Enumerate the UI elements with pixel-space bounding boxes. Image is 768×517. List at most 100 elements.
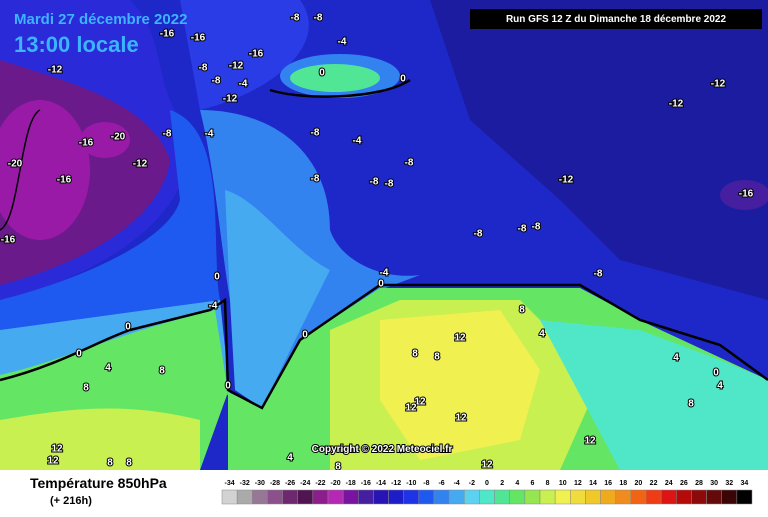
colorbar-tick-label: 14 xyxy=(589,480,597,487)
colorbar-cell xyxy=(660,489,677,505)
contour-label: 0 xyxy=(713,368,719,379)
colorbar-tick-label: 10 xyxy=(559,480,567,487)
colorbar-tick-label: 30 xyxy=(710,480,718,487)
contour-label: 12 xyxy=(455,413,467,424)
colorbar-tick-label: -18 xyxy=(346,480,356,487)
contour-label: 4 xyxy=(287,453,293,464)
colorbar-cell xyxy=(312,489,329,505)
contour-label: -4 xyxy=(338,37,347,48)
contour-label: 4 xyxy=(673,353,679,364)
colorbar-cell xyxy=(252,489,268,505)
contour-label: -4 xyxy=(205,129,214,140)
colorbar-cell xyxy=(585,489,601,505)
contour-label: -8 xyxy=(518,224,527,235)
contour-label: 8 xyxy=(688,399,694,410)
forecast-date: Mardi 27 décembre 2022 xyxy=(14,11,187,28)
contour-label: 12 xyxy=(414,397,426,408)
colorbar-tick-label: -20 xyxy=(331,480,341,487)
contour-label: -16 xyxy=(79,138,94,149)
colorbar-cell xyxy=(570,489,586,505)
colorbar-tick-label: 6 xyxy=(530,480,534,487)
contour-label: 8 xyxy=(126,458,132,469)
contour-label: -8 xyxy=(385,179,394,190)
colorbar-cell xyxy=(297,489,314,505)
colorbar-tick-label: 26 xyxy=(680,480,688,487)
contour-label: -8 xyxy=(311,174,320,185)
contour-label: -8 xyxy=(314,13,323,24)
colorbar-cell xyxy=(600,489,616,505)
contour-label: -12 xyxy=(48,65,63,76)
contour-label: -8 xyxy=(594,269,603,280)
colorbar-cell xyxy=(282,489,298,505)
colorbar-tick-label: -10 xyxy=(406,480,416,487)
colorbar-cell xyxy=(721,489,738,505)
colorbar-tick-label: 4 xyxy=(515,480,519,487)
colorbar-cell xyxy=(403,489,420,505)
colorbar-cell xyxy=(448,489,465,505)
colorbar-tick-label: -32 xyxy=(240,480,250,487)
contour-label: -12 xyxy=(133,159,148,170)
contour-label: -8 xyxy=(532,222,541,233)
map-field xyxy=(0,0,768,470)
contour-label: -12 xyxy=(559,175,574,186)
contour-label: 0 xyxy=(225,381,231,392)
contour-label: 8 xyxy=(335,462,341,473)
colorbar-tick-label: -28 xyxy=(270,480,280,487)
contour-label: -12 xyxy=(669,99,684,110)
contour-label: -12 xyxy=(223,94,238,105)
contour-label: 4 xyxy=(105,363,111,374)
colorbar-cell xyxy=(221,489,238,505)
colorbar-tick-label: 24 xyxy=(665,480,673,487)
contour-label: 4 xyxy=(539,329,545,340)
contour-label: 0 xyxy=(76,349,82,360)
colorbar-tick-label: -22 xyxy=(315,480,325,487)
colorbar-cell xyxy=(494,489,510,505)
contour-label: -16 xyxy=(249,49,264,60)
colorbar-cell xyxy=(479,489,495,505)
contour-label: -8 xyxy=(405,158,414,169)
contour-label: -16 xyxy=(739,189,754,200)
contour-label: 0 xyxy=(319,68,325,79)
contour-label: -8 xyxy=(212,76,221,87)
colorbar-cell xyxy=(373,489,389,505)
colorbar-tick-label: 8 xyxy=(546,480,550,487)
colorbar-cell xyxy=(327,489,344,505)
contour-label: -12 xyxy=(711,79,726,90)
contour-label: 12 xyxy=(454,333,466,344)
contour-label: 12 xyxy=(584,436,596,447)
colorbar-tick-label: -26 xyxy=(285,480,295,487)
colorbar-cell xyxy=(358,489,374,505)
colorbar-cell xyxy=(388,489,404,505)
contour-label: 8 xyxy=(159,366,165,377)
contour-label: -4 xyxy=(380,268,389,279)
contour-label: -20 xyxy=(111,132,126,143)
contour-label: -20 xyxy=(8,159,23,170)
colorbar-cell xyxy=(418,489,435,505)
contour-label: 12 xyxy=(51,444,63,455)
contour-label: -4 xyxy=(239,79,248,90)
colorbar-cell xyxy=(554,489,571,505)
contour-label: 12 xyxy=(47,456,59,467)
contour-label: 8 xyxy=(519,305,525,316)
colorbar-cell xyxy=(645,489,662,505)
colorbar-tick-label: -4 xyxy=(454,480,460,487)
colorbar-cell xyxy=(539,489,556,505)
contour-label: 8 xyxy=(107,458,113,469)
colorbar-tick-label: -8 xyxy=(423,480,429,487)
contour-label: -8 xyxy=(163,129,172,140)
contour-label: 0 xyxy=(378,279,384,290)
colorbar-cell xyxy=(706,489,722,505)
colorbar-tick-label: -14 xyxy=(376,480,386,487)
colorbar-tick-label: 28 xyxy=(695,480,703,487)
contour-label: -8 xyxy=(474,229,483,240)
contour-label: 8 xyxy=(83,383,89,394)
contour-label: -8 xyxy=(370,177,379,188)
colorbar: -34 -32 -30 -28 -26 -24 -22 -20 -18 -16 -14 -12 -10-… xyxy=(221,480,753,505)
contour-label: 0 xyxy=(400,74,406,85)
colorbar-cell xyxy=(524,489,541,505)
colorbar-tick-label: 2 xyxy=(500,480,504,487)
colorbar-cell xyxy=(236,489,253,505)
forecast-time: 13:00 locale xyxy=(14,32,139,57)
contour-labels: -16 -16-8 -8-400-12-16-8 -12-8-12-4 -12-12-2… xyxy=(0,12,755,474)
